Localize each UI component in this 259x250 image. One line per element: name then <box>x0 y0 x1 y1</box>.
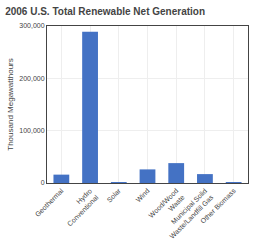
svg-text:200,000: 200,000 <box>19 75 44 82</box>
svg-text:100,000: 100,000 <box>19 127 44 134</box>
svg-text:300,000: 300,000 <box>19 22 44 29</box>
svg-text:Wood/WoodWaste: Wood/WoodWaste <box>147 187 186 226</box>
svg-text:Municipal SolidWaste/Landfill: Municipal SolidWaste/Landfill Gas <box>162 187 215 240</box>
svg-text:HydroConventional: HydroConventional <box>59 187 100 228</box>
svg-text:Geothermal: Geothermal <box>34 187 65 218</box>
svg-text:Solar: Solar <box>105 187 122 204</box>
svg-text:0: 0 <box>41 179 45 186</box>
svg-text:Other Biomass: Other Biomass <box>199 187 237 225</box>
svg-text:2006 U.S. Total Renewable Net: 2006 U.S. Total Renewable Net Generation <box>5 6 205 17</box>
svg-text:Thousand Megawatthours: Thousand Megawatthours <box>6 58 15 151</box>
svg-text:Wind: Wind <box>134 187 150 203</box>
